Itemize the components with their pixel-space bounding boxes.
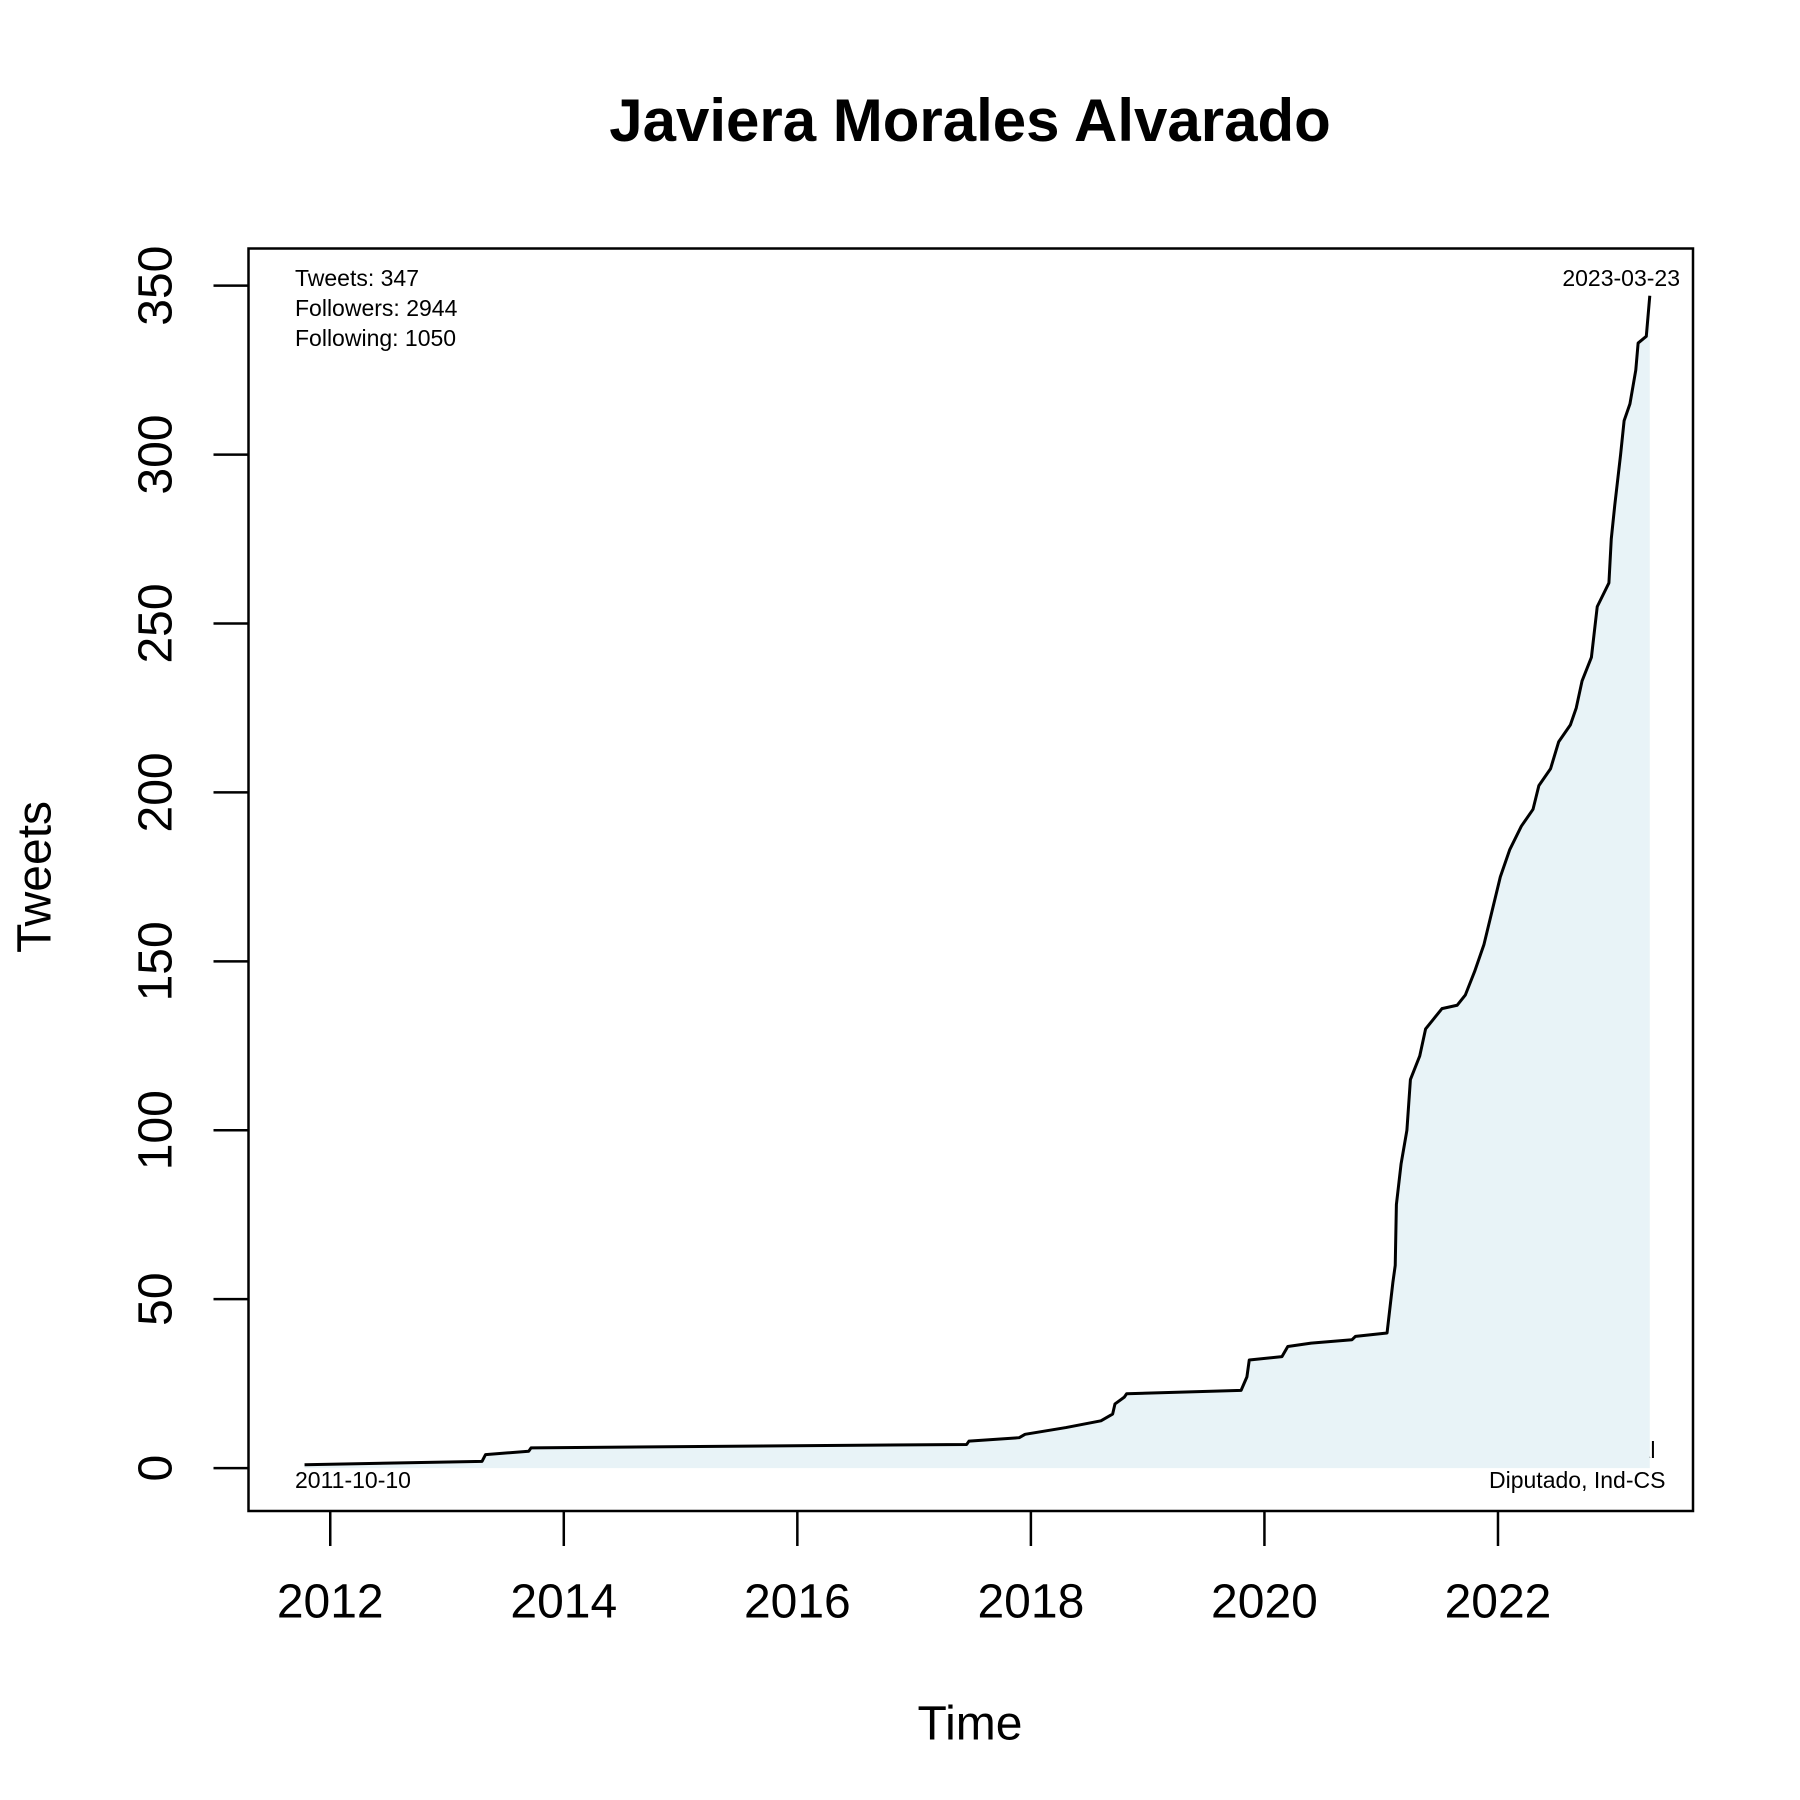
y-tick-label: 300 [130,415,183,495]
annotation: Following: 1050 [295,325,456,351]
y-tick-label: 150 [130,921,183,1001]
annotation: 2011-10-10 [295,1467,411,1493]
x-tick-label: 2014 [510,1576,617,1629]
y-tick-label: 0 [130,1455,183,1482]
x-tick-label: 2012 [277,1576,384,1629]
x-tick-label: 2018 [977,1576,1084,1629]
annotation: Tweets: 347 [295,265,419,291]
chart-title: Javiera Morales Alvarado [609,87,1331,154]
y-tick-label: 200 [130,752,183,832]
y-tick-label: 100 [130,1090,183,1170]
y-tick-label: 50 [130,1272,183,1325]
x-axis-label: Time [918,1698,1023,1751]
y-tick-label: 250 [130,583,183,663]
annotation: Diputado, Ind-CS [1489,1467,1665,1493]
y-axis-label: Tweets [9,801,62,953]
x-tick-label: 2020 [1211,1576,1318,1629]
annotation: 2023-03-23 [1562,265,1680,291]
plot-frame [247,247,1695,1513]
area [304,295,1650,1469]
line [304,295,1652,1467]
x-tick-label: 2016 [744,1576,851,1629]
x-tick-label: 2022 [1445,1576,1552,1629]
annotation: Followers: 2944 [295,295,458,321]
y-tick-label: 350 [130,246,183,326]
